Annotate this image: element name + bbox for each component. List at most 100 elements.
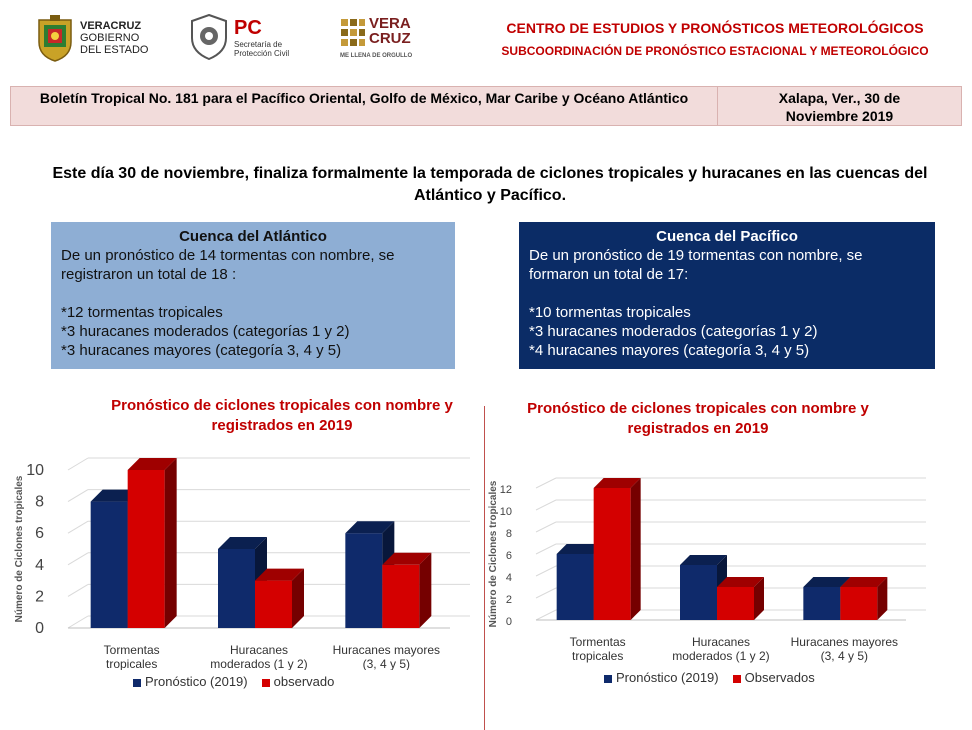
coat-of-arms-icon	[38, 15, 72, 62]
bar-front	[382, 564, 420, 628]
bar-top	[218, 537, 267, 549]
bar-side	[754, 577, 764, 620]
bar-top	[345, 521, 395, 534]
bar-front	[255, 580, 292, 628]
x-category-label: Huracanes	[692, 635, 750, 649]
gridline	[535, 521, 557, 533]
atlantic-legend: Pronóstico (2019) observado	[133, 674, 334, 689]
veracruz-orgullo-logo: VERA CRUZ ME LLENA DE ORGULLO	[340, 14, 420, 64]
header-title: CENTRO DE ESTUDIOS Y PRONÓSTICOS METEORO…	[506, 20, 924, 36]
y-tick-label: 8	[35, 494, 44, 511]
atlantic-chart-title: Pronóstico de ciclones tropicales con no…	[111, 397, 453, 434]
bar-side	[292, 568, 304, 628]
gridline	[535, 499, 557, 511]
bar-front	[127, 470, 165, 628]
chart-divider	[484, 406, 485, 730]
pacific-heading: Cuenca del Pacífico	[656, 228, 798, 245]
gridline	[67, 615, 89, 629]
y-axis-label: Número de Ciclones tropicales	[488, 480, 499, 627]
gridline	[67, 583, 89, 597]
pacific-summary-box: Cuenca del Pacífico De un pronóstico de …	[519, 222, 935, 369]
bar-side	[419, 552, 432, 628]
y-tick-label: 0	[506, 616, 512, 628]
bar-front	[218, 549, 255, 628]
bar-front	[90, 501, 128, 628]
x-category-label: moderados (1 y 2)	[672, 649, 769, 663]
bar-front	[717, 587, 754, 620]
logo-line: DEL ESTADO	[80, 44, 149, 56]
bar-side	[877, 577, 888, 620]
legend-label: Pronóstico (2019)	[616, 670, 719, 685]
pattern-icon	[341, 19, 365, 46]
x-category-label: (3, 4 y 5)	[363, 657, 410, 670]
x-category-label: tropicales	[106, 657, 157, 670]
gridline	[535, 587, 557, 599]
bar-side	[630, 478, 641, 620]
atlantic-summary: De un pronóstico de 14 tormentas con nom…	[61, 247, 395, 283]
bar-top	[840, 577, 888, 587]
y-tick-label: 2	[35, 588, 44, 605]
observed-swatch	[261, 678, 270, 687]
y-tick-label: 2	[506, 594, 512, 606]
y-tick-label: 6	[35, 525, 44, 542]
logo-line: CRUZ	[369, 30, 411, 47]
bar-front	[840, 587, 878, 620]
logo-line: VERA	[369, 15, 411, 32]
pacific-chart-title: Pronóstico de ciclones tropicales con no…	[527, 400, 869, 437]
bulletin-title: Boletín Tropical No. 181 para el Pacífic…	[39, 90, 689, 106]
legend-label: Observados	[744, 670, 815, 685]
atlantic-summary-box: Cuenca del Atlántico De un pronóstico de…	[51, 222, 455, 369]
atlantic-heading: Cuenca del Atlántico	[179, 228, 327, 245]
bulletin-date: Xalapa, Ver., 30 de Noviembre 2019	[778, 90, 901, 124]
gridline	[67, 457, 89, 471]
shield-icon	[191, 14, 227, 60]
gridline	[67, 552, 89, 566]
y-tick-label: 12	[500, 484, 512, 496]
pacific-item: *4 huracanes mayores (categoría 3, 4 y 5…	[529, 342, 810, 359]
proteccion-civil-logo: PC Secretaría de Protección Civil	[190, 12, 310, 62]
bar-top	[90, 489, 140, 502]
atlantic-item: *3 huracanes moderados (categorías 1 y 2…	[61, 323, 350, 340]
gridline	[67, 520, 89, 534]
y-tick-label: 10	[26, 462, 44, 479]
x-category-label: Tormentas	[570, 635, 626, 649]
legend-label: Pronóstico (2019)	[145, 674, 248, 689]
pacific-summary: De un pronóstico de 19 tormentas con nom…	[529, 247, 863, 283]
logo-line: VERACRUZ	[80, 20, 142, 32]
pacific-item: *3 huracanes moderados (categorías 1 y 2…	[529, 323, 818, 340]
y-tick-label: 4	[35, 557, 44, 574]
bar-top	[556, 544, 604, 554]
lead-statement: Este día 30 de noviembre, finaliza forma…	[52, 165, 928, 204]
bar-front	[803, 587, 841, 620]
bar-front	[680, 565, 717, 620]
forecast-swatch	[604, 674, 612, 683]
bar-top	[255, 568, 304, 581]
bar-top	[803, 577, 851, 587]
x-category-label: Huracanes	[230, 643, 288, 657]
atlantic-item: *3 huracanes mayores (categoría 3, 4 y 5…	[61, 342, 342, 359]
gridline	[535, 609, 557, 621]
bar-front	[345, 533, 383, 628]
pc-logo-big: PC	[234, 17, 262, 39]
bulletin-title-cell: Boletín Tropical No. 181 para el Pacífic…	[10, 86, 718, 126]
legend-label: observado	[273, 674, 335, 689]
x-category-label: moderados (1 y 2)	[210, 657, 307, 670]
legend-item: observado	[261, 674, 335, 689]
x-category-label: Tormentas	[104, 643, 160, 657]
bar-top	[127, 458, 177, 470]
x-category-label: Huracanes mayores	[333, 643, 440, 657]
observed-swatch	[732, 674, 741, 683]
gridline	[535, 477, 557, 489]
veracruz-gobierno-logo: VERACRUZ GOBIERNO DEL ESTADO	[36, 14, 156, 64]
x-category-label: (3, 4 y 5)	[821, 649, 868, 663]
header-subtitle: SUBCOORDINACIÓN DE PRONÓSTICO ESTACIONAL…	[501, 44, 929, 58]
pc-logo-line: Secretaría de	[234, 40, 283, 49]
gridline	[67, 489, 89, 503]
y-tick-label: 10	[500, 506, 512, 518]
bar-front	[556, 554, 594, 620]
bar-top	[382, 552, 432, 565]
y-tick-label: 6	[506, 550, 512, 562]
y-tick-label: 4	[506, 572, 512, 584]
bar-front	[593, 488, 631, 620]
